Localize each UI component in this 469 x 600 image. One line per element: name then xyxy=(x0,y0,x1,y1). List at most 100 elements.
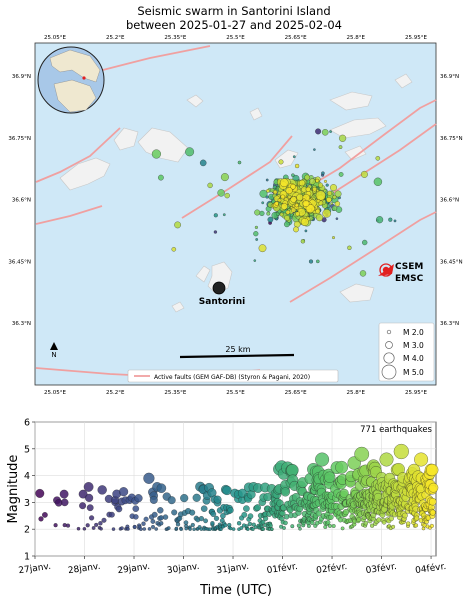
chart-point xyxy=(151,511,158,518)
chart-point xyxy=(156,483,167,493)
chart-point xyxy=(198,516,204,522)
santorini-label: Santorini xyxy=(199,297,245,307)
chart-point xyxy=(192,493,201,502)
island-christiana xyxy=(171,301,185,313)
chart-point xyxy=(391,524,396,529)
chart-point xyxy=(203,518,208,524)
chart-point xyxy=(83,482,94,492)
chart-point xyxy=(85,493,94,502)
chart-point xyxy=(188,527,192,531)
fault-west-2 xyxy=(35,205,103,225)
map-earthquake-dot xyxy=(304,174,311,181)
map-earthquake-dot xyxy=(300,239,306,244)
map-earthquake-dot xyxy=(325,183,329,187)
chart-point xyxy=(296,523,301,528)
chart-point xyxy=(309,520,315,525)
map-earthquake-dot xyxy=(274,201,279,206)
magnitude-chart: 1 2 3 4 5 6 27janv. 28janv. 29janv. 30janv. 31jan… xyxy=(6,418,447,599)
island-anafi xyxy=(339,283,375,303)
chart-point xyxy=(251,527,255,531)
chart-point xyxy=(65,523,71,528)
map-earthquake-dot xyxy=(266,211,271,216)
legend-m5: M 5.0 xyxy=(403,368,424,377)
lat-right-label: 36.6°N xyxy=(440,198,459,204)
chart-ylabel: Magnitude xyxy=(6,455,21,524)
chart-point xyxy=(231,527,236,531)
chart-point xyxy=(283,514,290,520)
map-earthquake-dot xyxy=(255,238,259,241)
map-earthquake-dot xyxy=(292,155,296,159)
lat-right-label: 36.3°N xyxy=(440,321,459,327)
map-earthquake-dot xyxy=(284,215,290,221)
map-earthquake-dot xyxy=(261,201,265,205)
chart-point xyxy=(159,521,164,526)
faults-legend-label: Active faults (GEM GAF-DB) (Styron & Pag… xyxy=(154,374,310,381)
map-earthquake-dot xyxy=(339,134,347,142)
map-earthquake-dot xyxy=(330,202,334,205)
chart-point xyxy=(120,526,124,531)
chart-point xyxy=(142,527,147,531)
island-east-2 xyxy=(344,145,367,161)
chart-point xyxy=(282,526,286,530)
lon-bottom-label: 25.2°E xyxy=(106,390,125,396)
map-earthquake-dot xyxy=(388,217,393,222)
chart-point xyxy=(143,516,149,522)
chart-point xyxy=(149,495,158,504)
chart-point xyxy=(342,509,350,516)
map-earthquake-dot xyxy=(290,196,297,203)
island-paros-north xyxy=(113,127,139,151)
island-islet-1 xyxy=(186,94,204,108)
title-line-2: between 2025-01-27 and 2025-02-04 xyxy=(126,18,342,32)
chart-point xyxy=(60,498,69,507)
lon-top-label: 25.05°E xyxy=(44,35,66,41)
chart-point xyxy=(150,519,156,524)
chart-point xyxy=(143,472,155,484)
map-earthquake-dot xyxy=(280,203,288,210)
lon-top-label: 25.65°E xyxy=(285,35,307,41)
chart-point xyxy=(134,494,143,503)
chart-point xyxy=(132,505,140,512)
chart-point xyxy=(335,460,348,474)
map-earthquake-dot xyxy=(334,201,341,207)
map-earthquake-dot xyxy=(279,178,289,187)
fault-northwest xyxy=(94,45,211,73)
legend-m4: M 4.0 xyxy=(403,354,424,363)
map-earthquake-dot xyxy=(273,189,278,195)
scale-bar-label: 25 km xyxy=(225,345,250,354)
x-tick-label: 30janv. xyxy=(166,562,200,576)
lat-left-label: 36.75°N xyxy=(8,136,31,142)
lat-right-label: 36.75°N xyxy=(440,136,463,142)
map-earthquake-dot xyxy=(321,129,329,136)
map-earthquake-dot xyxy=(376,216,384,224)
lon-bottom-label: 25.8°E xyxy=(347,390,366,396)
x-tick-label: 02févr. xyxy=(315,561,347,576)
chart-point xyxy=(381,520,387,525)
map-earthquake-dot xyxy=(207,182,213,189)
chart-point xyxy=(175,522,181,527)
magnitude-legend: M 2.0 M 3.0 M 4.0 M 5.0 xyxy=(378,322,435,382)
x-tick-label: 28janv. xyxy=(67,562,101,576)
chart-point xyxy=(111,527,116,531)
legend-m3: M 3.0 xyxy=(403,341,424,350)
chart-point xyxy=(35,488,45,498)
chart-point xyxy=(286,464,299,477)
map-earthquake-dot xyxy=(315,178,320,183)
chart-point xyxy=(268,523,273,528)
map-earthquake-dot xyxy=(315,208,321,214)
map-earthquake-dot xyxy=(291,173,295,177)
island-thirasia xyxy=(195,265,211,283)
chart-point xyxy=(213,495,222,504)
chart-point xyxy=(356,517,362,522)
chart-point xyxy=(184,526,188,531)
chart-point xyxy=(306,524,311,528)
map-earthquake-dot xyxy=(254,209,261,216)
chart-point xyxy=(174,526,179,531)
chart-point xyxy=(227,507,234,514)
map-earthquake-dot xyxy=(359,270,367,277)
y-tick-label: 1 xyxy=(24,552,30,563)
map-earthquake-dot xyxy=(331,205,338,211)
chart-point xyxy=(220,513,226,519)
chart-point xyxy=(325,520,331,525)
map-earthquake-dot xyxy=(322,209,331,218)
longitude-labels-top: 25.05°E 25.2°E 25.35°E 25.5°E 25.65°E 25.8°E 2… xyxy=(44,35,427,41)
